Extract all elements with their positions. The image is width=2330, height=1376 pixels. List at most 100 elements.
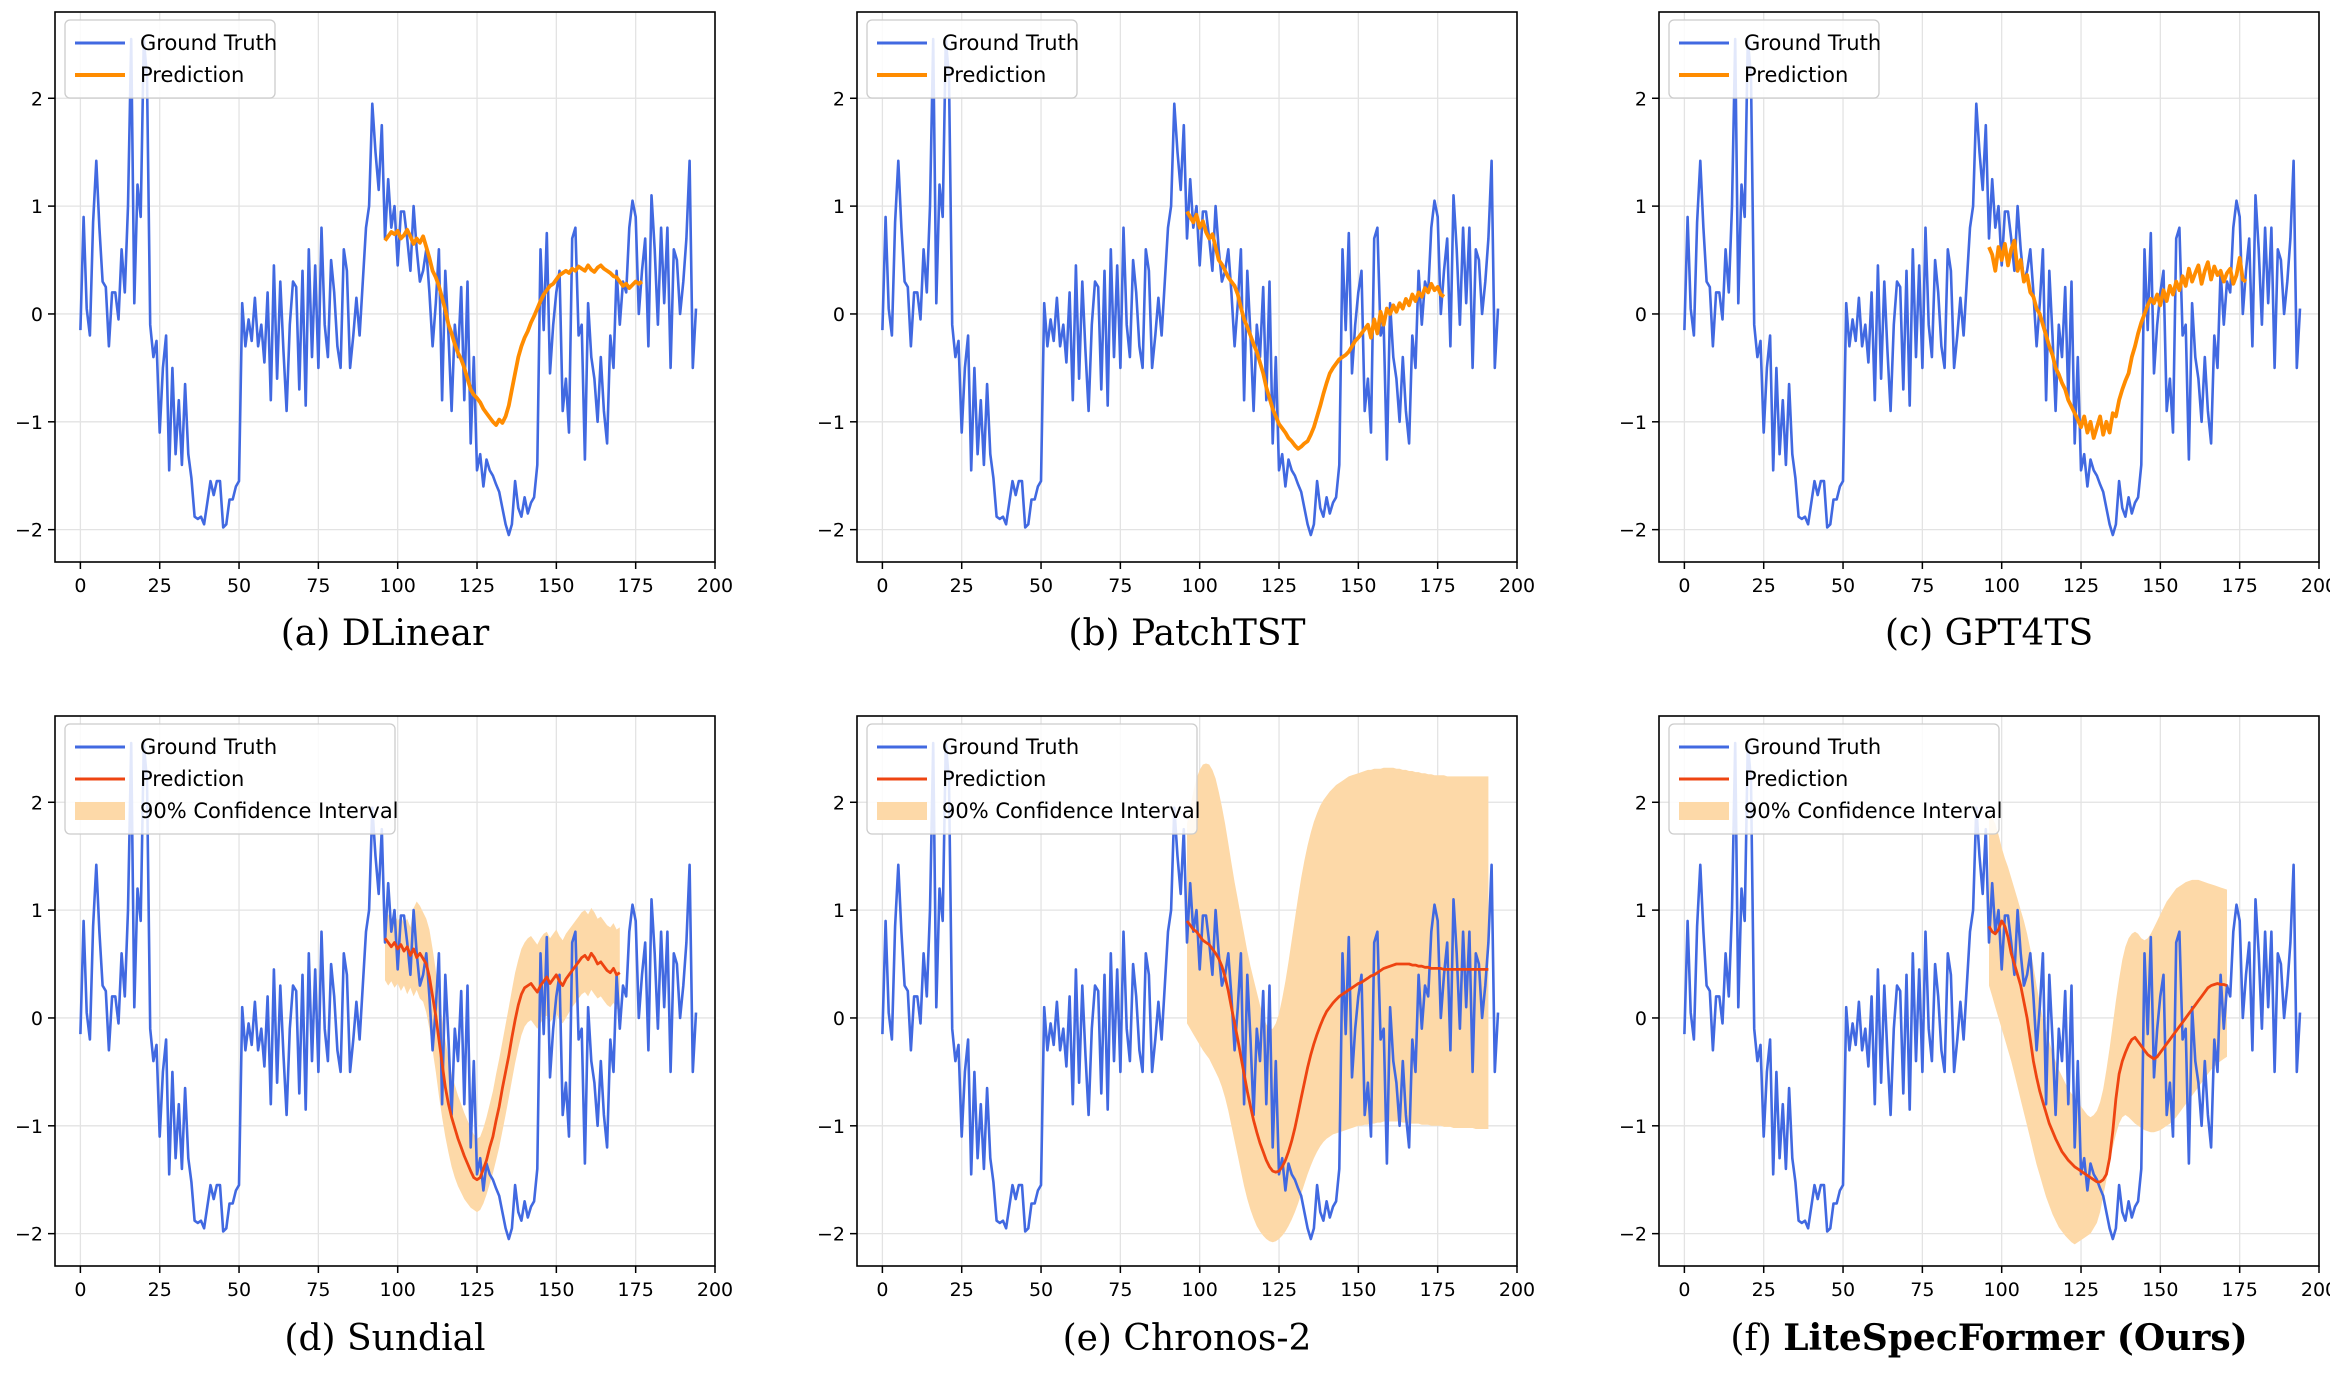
legend: Ground Truth Prediction bbox=[866, 19, 1079, 99]
x-tick-label: 25 bbox=[950, 1279, 974, 1301]
caption-name: LiteSpecFormer (Ours) bbox=[1783, 1317, 2247, 1359]
x-tick-label: 50 bbox=[1029, 1279, 1053, 1301]
caption-name: PatchTST bbox=[1131, 613, 1306, 654]
x-tick-label: 125 bbox=[459, 1279, 495, 1301]
panel-e: 0 25 50 75 100 125 150 175 200 −2 −1 0 1 2 Ground Trut… bbox=[817, 715, 1535, 1359]
y-tick-label: 0 bbox=[31, 304, 43, 326]
y-tick-label: 2 bbox=[1635, 792, 1647, 814]
legend-ci-marker bbox=[1679, 802, 1729, 820]
y-tick-label: 1 bbox=[1635, 900, 1647, 922]
y-tick-label: −1 bbox=[817, 1116, 845, 1138]
confidence-interval-band bbox=[385, 901, 620, 1213]
y-tick-label: 1 bbox=[833, 900, 845, 922]
prediction-line bbox=[1987, 238, 2248, 440]
panel-caption: (d) Sundial bbox=[284, 1318, 485, 1359]
x-tick-label: 175 bbox=[618, 575, 654, 597]
y-tick-label: 2 bbox=[31, 792, 43, 814]
panel-d: 0 25 50 75 100 125 150 175 200 −2 −1 0 1 2 Ground Trut… bbox=[15, 715, 733, 1359]
x-tick-label: 175 bbox=[618, 1279, 654, 1301]
caption-prefix: (c) bbox=[1885, 613, 1945, 654]
x-tick-label: 200 bbox=[697, 1279, 733, 1301]
x-tick-label: 0 bbox=[1678, 1279, 1690, 1301]
ground-truth-line bbox=[1683, 741, 2302, 1241]
caption-name: Sundial bbox=[347, 1318, 486, 1359]
legend-box bbox=[866, 723, 1198, 835]
axes-frame bbox=[1658, 11, 2320, 563]
legend-box bbox=[1668, 19, 1880, 99]
x-tick-label: 50 bbox=[1029, 575, 1053, 597]
y-tick-label: 0 bbox=[1635, 304, 1647, 326]
ground-truth-line bbox=[1683, 37, 2302, 537]
x-tick-label: 75 bbox=[1910, 575, 1934, 597]
x-tick-label: 0 bbox=[876, 575, 888, 597]
legend-label: 90% Confidence Interval bbox=[1744, 799, 2003, 823]
x-tick-label: 125 bbox=[2063, 575, 2099, 597]
legend-box bbox=[1668, 723, 2000, 835]
y-tick-label: 0 bbox=[833, 1008, 845, 1030]
legend-label: Prediction bbox=[942, 767, 1046, 791]
y-tick-label: −2 bbox=[817, 1224, 845, 1246]
plot-area bbox=[881, 37, 1500, 537]
legend: Ground Truth Prediction 90% Confidence Int… bbox=[866, 723, 1201, 835]
panel-caption: (e) Chronos-2 bbox=[1063, 1318, 1312, 1359]
legend: Ground Truth Prediction bbox=[64, 19, 277, 99]
caption-prefix: (f) bbox=[1730, 1318, 1783, 1359]
legend-ci-marker bbox=[877, 802, 927, 820]
x-tick-label: 150 bbox=[538, 1279, 574, 1301]
legend-label: 90% Confidence Interval bbox=[140, 799, 399, 823]
ground-truth-line bbox=[79, 741, 698, 1241]
y-tick-label: 2 bbox=[1635, 88, 1647, 110]
prediction-line bbox=[383, 937, 621, 1182]
y-tick-label: −2 bbox=[15, 1224, 43, 1246]
x-tick-label: 150 bbox=[538, 575, 574, 597]
x-tick-label: 175 bbox=[1420, 1279, 1456, 1301]
caption-prefix: (a) bbox=[281, 613, 342, 654]
y-tick-label: 1 bbox=[31, 196, 43, 218]
plot-area bbox=[79, 37, 698, 537]
y-tick-label: −2 bbox=[15, 520, 43, 542]
y-tick-label: −2 bbox=[1619, 1224, 1647, 1246]
ground-truth-line bbox=[881, 37, 1500, 537]
y-tick-label: 2 bbox=[833, 792, 845, 814]
x-tick-label: 200 bbox=[1499, 1279, 1535, 1301]
ground-truth-line bbox=[881, 741, 1500, 1241]
x-tick-label: 75 bbox=[1108, 575, 1132, 597]
y-tick-label: −1 bbox=[817, 412, 845, 434]
panel-caption: (a) DLinear bbox=[281, 613, 490, 654]
legend-label: Ground Truth bbox=[1744, 735, 1881, 759]
plot-area bbox=[79, 741, 698, 1241]
x-tick-label: 0 bbox=[876, 1279, 888, 1301]
x-tick-label: 150 bbox=[1340, 575, 1376, 597]
prediction-line bbox=[1185, 210, 1446, 451]
legend: Ground Truth Prediction bbox=[1668, 19, 1881, 99]
panel-caption: (b) PatchTST bbox=[1068, 613, 1305, 654]
ground-truth-line bbox=[79, 37, 698, 537]
prediction-line bbox=[1987, 919, 2228, 1184]
x-tick-label: 50 bbox=[227, 575, 251, 597]
panel-a: 0 25 50 75 100 125 150 175 200 −2 −1 0 1 2 Ground Trut… bbox=[15, 11, 733, 654]
x-tick-label: 50 bbox=[227, 1279, 251, 1301]
prediction-line bbox=[383, 227, 644, 427]
plot-area bbox=[1683, 741, 2302, 1245]
x-tick-label: 150 bbox=[2142, 1279, 2178, 1301]
caption-name: DLinear bbox=[342, 613, 490, 654]
y-tick-label: −1 bbox=[1619, 412, 1647, 434]
axes-frame bbox=[54, 715, 716, 1267]
x-tick-label: 25 bbox=[950, 575, 974, 597]
y-tick-label: 2 bbox=[833, 88, 845, 110]
x-tick-label: 175 bbox=[2222, 1279, 2258, 1301]
x-tick-label: 25 bbox=[148, 1279, 172, 1301]
x-tick-label: 100 bbox=[1182, 575, 1218, 597]
axes-frame bbox=[856, 715, 1518, 1267]
legend-label: Ground Truth bbox=[140, 735, 277, 759]
legend-label: Prediction bbox=[1744, 767, 1848, 791]
y-tick-label: 1 bbox=[31, 900, 43, 922]
legend-label: 90% Confidence Interval bbox=[942, 799, 1201, 823]
caption-name: Chronos-2 bbox=[1123, 1318, 1311, 1359]
y-tick-label: 0 bbox=[833, 304, 845, 326]
caption-prefix: (e) bbox=[1063, 1318, 1124, 1359]
x-tick-label: 100 bbox=[1984, 575, 2020, 597]
legend: Ground Truth Prediction 90% Confidence Int… bbox=[1668, 723, 2003, 835]
x-tick-label: 200 bbox=[2301, 575, 2330, 597]
